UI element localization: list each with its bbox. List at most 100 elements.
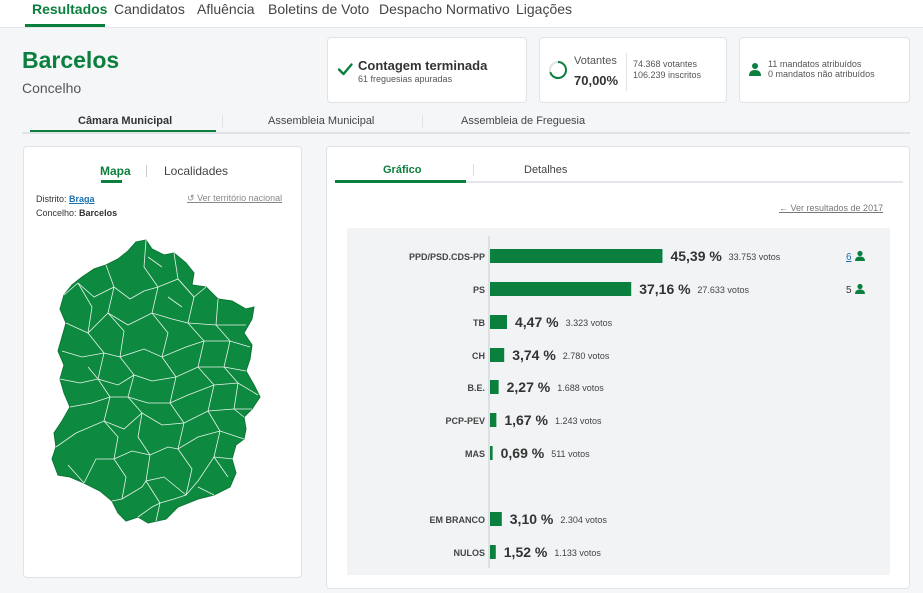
tab-grafico[interactable]: Gráfico [383,164,422,176]
previous-results-link[interactable]: ← Ver resultados de 2017 [779,203,883,213]
results-bar-chart: PPD/PSD.CDS-PP 45,39 % 33.753 votos 6 PS 37,1… [409,236,865,568]
result-bar [490,380,499,394]
turnout-label: Votantes [574,55,617,67]
percent-label: 1,52 % [504,544,548,560]
page-subtitle: Concelho [22,80,82,96]
tab-divider [473,164,474,176]
council-value: Barcelos [79,208,118,218]
organ-tab-active-indicator [30,130,216,132]
turnout-divider [626,53,627,91]
party-label: B.E. [467,383,485,393]
party-label: PPD/PSD.CDS-PP [409,252,485,262]
percent-label: 1,67 % [504,412,548,428]
votes-label: 1.133 votos [554,548,601,558]
national-territory-label: Ver território nacional [197,193,283,203]
map-parish-borders [55,239,259,522]
nav-despacho-normativo[interactable]: Despacho Normativo [379,1,510,17]
map-tab-active-indicator [101,180,122,183]
result-bar [490,413,497,427]
nav-boletins-de-voto[interactable]: Boletins de Voto [268,1,370,17]
map-panel: Mapa Localidades Distrito: Braga Concelh… [23,146,302,578]
turnout-card: Votantes 70,00% 74.368 votantes 106.239 … [539,37,727,103]
person-icon [749,63,761,76]
party-label: EM BRANCO [430,515,486,525]
arrow-left-icon: ← [779,203,788,213]
mandates-unassigned: 0 mandatos não atribuídos [768,69,875,79]
district-line: Distrito: Braga [36,194,95,204]
undo-icon: ↺ [187,193,195,203]
status-card: Contagem terminada 61 freguesias apurada… [327,37,527,103]
person-icon [855,250,865,261]
party-label: PCP-PEV [445,416,485,426]
results-panel: Gráfico Detalhes ← Ver resultados de 201… [326,146,910,589]
results-tabs-baseline [335,181,903,183]
result-bar [490,446,493,460]
tab-mapa[interactable]: Mapa [100,164,131,178]
party-label: NULOS [454,548,486,558]
results-chart: PPD/PSD.CDS-PP 45,39 % 33.753 votos 6 PS 37,1… [347,228,890,575]
turnout-registered: 106.239 inscritos [633,70,702,80]
votes-label: 511 votos [551,449,590,459]
result-bar [490,545,496,559]
mandates-assigned: 11 mandatos atribuídos [768,59,862,69]
map-fill [51,239,261,524]
municipality-map[interactable] [48,237,270,527]
nav-ligacoes[interactable]: Ligações [516,1,573,17]
mandates-count: 5 [846,285,852,296]
top-nav: Resultados Candidatos Afluência Boletins… [0,0,923,28]
party-label: MAS [465,449,485,459]
tab-camara-municipal[interactable]: Câmara Municipal [78,115,173,127]
percent-label: 3,74 % [512,347,556,363]
turnout-percent: 70,00% [574,73,619,88]
check-icon [337,63,353,76]
percent-label: 3,10 % [510,511,554,527]
votes-label: 1.243 votos [555,416,602,426]
status-title: Contagem terminada [358,58,488,73]
percent-label: 45,39 % [670,248,722,264]
percent-label: 2,27 % [507,379,551,395]
nav-active-indicator [25,24,105,27]
percent-label: 0,69 % [501,445,545,461]
result-bar [490,249,663,263]
turnout-progress-ring [549,61,567,79]
party-label: CH [472,351,485,361]
tab-localidades[interactable]: Localidades [164,164,229,178]
nav-candidatos[interactable]: Candidatos [114,1,185,17]
votes-label: 2.304 votos [560,515,607,525]
tab-assembleia-de-freguesia[interactable]: Assembleia de Freguesia [461,115,586,127]
nav-afluencia[interactable]: Afluência [197,1,255,17]
mandates-card: 11 mandatos atribuídos 0 mandatos não at… [739,37,910,103]
status-subtitle: 61 freguesias apuradas [358,74,453,84]
result-bar [490,512,502,526]
party-label: TB [473,318,485,328]
votes-label: 2.780 votos [563,351,610,361]
votes-label: 3.323 votos [566,318,613,328]
previous-results-label: Ver resultados de 2017 [790,203,884,213]
tab-divider [222,115,223,128]
result-bar [490,315,507,329]
votes-label: 1.688 votos [557,383,604,393]
council-label: Concelho: [36,208,77,218]
party-label: PS [473,285,485,295]
district-label: Distrito: [36,194,67,204]
tab-assembleia-municipal[interactable]: Assembleia Municipal [268,115,375,127]
percent-label: 4,47 % [515,314,559,330]
district-link[interactable]: Braga [69,194,95,204]
national-territory-link[interactable]: ↺ Ver território nacional [187,193,282,204]
page-title: Barcelos [22,47,120,73]
mandates-count[interactable]: 6 [846,252,852,263]
percent-label: 37,16 % [639,281,691,297]
organ-tabs: Câmara Municipal Assembleia Municipal As… [22,112,910,134]
votes-label: 33.753 votos [729,252,781,262]
turnout-voters: 74.368 votantes [633,59,698,69]
nav-resultados[interactable]: Resultados [32,1,108,17]
result-bar [490,282,632,296]
result-bar [490,348,505,362]
tab-divider [146,165,147,177]
council-line: Concelho: Barcelos [36,208,117,218]
person-icon [855,283,865,294]
results-tab-active-indicator [335,180,466,183]
tab-divider [422,115,423,128]
votes-label: 27.633 votos [697,285,749,295]
tab-detalhes[interactable]: Detalhes [524,164,568,176]
